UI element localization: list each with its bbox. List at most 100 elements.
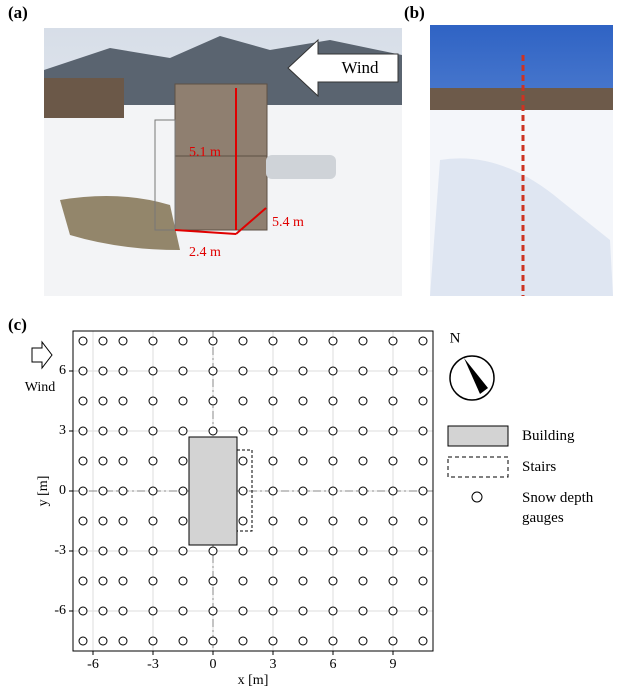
gauge: [99, 367, 107, 375]
gauge: [359, 367, 367, 375]
gauge: [149, 607, 157, 615]
gauge: [119, 457, 127, 465]
gauge: [99, 577, 107, 585]
gauge: [329, 367, 337, 375]
gauge: [329, 577, 337, 585]
gauge: [119, 427, 127, 435]
gauge: [269, 367, 277, 375]
x-tick-label: 0: [210, 657, 217, 672]
gauge: [299, 517, 307, 525]
gauge: [179, 547, 187, 555]
gauge: [269, 607, 277, 615]
gauge: [79, 427, 87, 435]
gauge: [179, 607, 187, 615]
gauge: [269, 637, 277, 645]
gauge: [239, 547, 247, 555]
gauge: [149, 397, 157, 405]
y-tick-label: 0: [59, 483, 66, 498]
photo-wind-label: Wind: [341, 58, 379, 77]
x-tick-label: 6: [330, 657, 337, 672]
y-tick-label: 6: [59, 363, 66, 378]
gauge: [179, 457, 187, 465]
gauge: [359, 577, 367, 585]
gauge: [359, 547, 367, 555]
gauge: [149, 577, 157, 585]
gauge: [179, 427, 187, 435]
gauge: [119, 397, 127, 405]
gauge: [269, 457, 277, 465]
height-label: 5.1 m: [189, 145, 221, 160]
gauge: [299, 457, 307, 465]
gauge: [419, 517, 427, 525]
gauge: [329, 607, 337, 615]
depth-label: 5.4 m: [272, 215, 304, 230]
gauge: [149, 547, 157, 555]
gauge: [79, 517, 87, 525]
gauge: [389, 607, 397, 615]
gauge: [299, 367, 307, 375]
x-tick-label: 3: [270, 657, 277, 672]
gauge: [329, 517, 337, 525]
building: [189, 437, 237, 545]
gauge: [179, 337, 187, 345]
y-tick-label: -3: [54, 543, 66, 558]
gauge: [419, 487, 427, 495]
photo-a: Wind 5.1 m 5.4 m 2.4 m: [44, 28, 402, 296]
gauge: [269, 577, 277, 585]
chart: Wind 5.1 m 5.4 m 2.4 m (a) (b) (c) Wind …: [0, 0, 627, 689]
gauge: [329, 487, 337, 495]
gauge: [239, 607, 247, 615]
legend-gauges: Snow depth gauges: [522, 488, 610, 528]
gauge: [359, 637, 367, 645]
gauge: [419, 367, 427, 375]
gauge: [359, 457, 367, 465]
gauge: [389, 337, 397, 345]
gauge: [149, 367, 157, 375]
gauge: [209, 427, 217, 435]
gauge: [209, 547, 217, 555]
gauge: [389, 367, 397, 375]
gauge: [419, 577, 427, 585]
gauge: [99, 427, 107, 435]
legend-stairs: Stairs: [522, 457, 617, 477]
gauge: [299, 487, 307, 495]
gauge: [299, 427, 307, 435]
gauge: [389, 457, 397, 465]
gauge: [99, 607, 107, 615]
gauge: [269, 427, 277, 435]
gauge: [269, 547, 277, 555]
gauge: [419, 397, 427, 405]
gauge: [329, 397, 337, 405]
gauge: [359, 397, 367, 405]
x-axis-label: x [m]: [238, 673, 269, 688]
y-axis-label: y [m]: [36, 476, 51, 507]
gauge: [239, 637, 247, 645]
gauge: [329, 547, 337, 555]
gauge: [329, 337, 337, 345]
gauge: [99, 637, 107, 645]
gauge: [329, 637, 337, 645]
gauge: [299, 607, 307, 615]
gauge: [119, 637, 127, 645]
gauge: [419, 607, 427, 615]
gauge: [329, 457, 337, 465]
gauge: [389, 397, 397, 405]
gauge: [179, 517, 187, 525]
gauge: [119, 517, 127, 525]
gauge: [239, 457, 247, 465]
gauge: [179, 637, 187, 645]
gauge: [79, 607, 87, 615]
gauge: [209, 577, 217, 585]
panel-label: (c): [8, 315, 27, 334]
gauge: [299, 337, 307, 345]
figure: Wind 5.1 m 5.4 m 2.4 m (a) (b) (c) Wind …: [0, 0, 627, 689]
gauge: [79, 547, 87, 555]
gauge: [359, 607, 367, 615]
width-label: 2.4 m: [189, 245, 221, 260]
gauge: [299, 577, 307, 585]
gauge: [149, 457, 157, 465]
gauge: [149, 517, 157, 525]
gauge: [209, 367, 217, 375]
gauge: [269, 397, 277, 405]
gauge: [99, 487, 107, 495]
